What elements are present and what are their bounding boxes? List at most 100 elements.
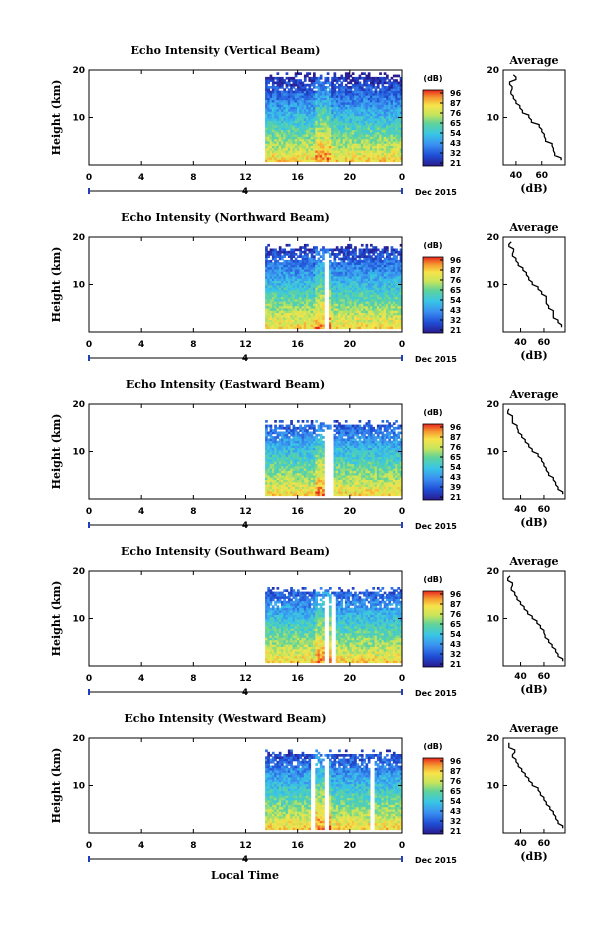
- heatmap-cells: [265, 243, 403, 330]
- heatmap-cell: [303, 122, 307, 126]
- heatmap-cell: [297, 125, 300, 128]
- heatmap-cell: [351, 104, 355, 108]
- heatmap-cell: [278, 324, 282, 327]
- heatmap-cell: [322, 308, 325, 311]
- heatmap-cell: [363, 257, 366, 261]
- heatmap-cell: [274, 314, 277, 318]
- heatmap-cell: [299, 95, 302, 98]
- heatmap-cell: [306, 150, 309, 153]
- heatmap-cell: [360, 326, 364, 330]
- heatmap-cell: [347, 326, 350, 330]
- heatmap-cell: [349, 317, 353, 320]
- heatmap-cell: [267, 445, 270, 448]
- heatmap-cell: [370, 303, 373, 307]
- heatmap-cell: [285, 303, 289, 307]
- heatmap-cell: [379, 88, 382, 91]
- heatmap-cell: [313, 86, 316, 89]
- heatmap-cell: [299, 88, 302, 91]
- heatmap-cell: [360, 276, 364, 279]
- heatmap-cell: [335, 280, 339, 284]
- heatmap-cell: [301, 429, 305, 432]
- heatmap-cell: [299, 305, 302, 309]
- heatmap-cell: [299, 111, 302, 114]
- heatmap-cell: [315, 118, 318, 121]
- heatmap-cell: [294, 113, 298, 117]
- heatmap-cell: [351, 298, 355, 302]
- heatmap-cell: [388, 285, 391, 288]
- heatmap-cell: [383, 136, 387, 140]
- heatmap-cell: [392, 273, 396, 277]
- heatmap-cell: [370, 111, 373, 114]
- heatmap-cell: [292, 310, 296, 313]
- heatmap-cell: [340, 138, 344, 142]
- heatmap-cell: [290, 305, 293, 309]
- heatmap-cell: [329, 278, 332, 281]
- heatmap-cell: [397, 81, 401, 85]
- heatmap-cell: [276, 488, 280, 492]
- average-x-tick-label: 60: [538, 338, 551, 348]
- heatmap-cell: [287, 285, 291, 288]
- heatmap-cell: [276, 131, 280, 135]
- heatmap-cell: [367, 111, 371, 114]
- heatmap-cell: [292, 280, 296, 284]
- heatmap-cell: [265, 150, 268, 153]
- heatmap-cell: [356, 287, 360, 291]
- heatmap-cell: [395, 97, 398, 101]
- heatmap-cell: [399, 271, 403, 275]
- heatmap-cell: [265, 109, 268, 112]
- heatmap-cell: [278, 141, 282, 144]
- heatmap-cell: [379, 159, 382, 163]
- heatmap-cell: [303, 248, 307, 252]
- heatmap-cell: [370, 97, 373, 101]
- heatmap-cell: [370, 324, 373, 327]
- heatmap-cell: [283, 479, 286, 483]
- heatmap-cell: [294, 143, 298, 146]
- heatmap-cell: [392, 97, 396, 101]
- heatmap-cell: [265, 301, 268, 304]
- heatmap-cell: [292, 115, 296, 119]
- heatmap-cell: [383, 81, 387, 85]
- heatmap-cell: [310, 443, 314, 446]
- heatmap-cell: [326, 115, 330, 119]
- heatmap-cell: [315, 312, 318, 316]
- heatmap-cell: [294, 95, 298, 98]
- heatmap-cell: [310, 475, 314, 478]
- heatmap-cell: [269, 129, 273, 133]
- heatmap-cell: [265, 120, 268, 124]
- heatmap-cell: [301, 321, 305, 325]
- heatmap-cell: [274, 248, 277, 252]
- heatmap-cell: [338, 136, 341, 140]
- heatmap-cell: [365, 298, 369, 302]
- heatmap-cell: [274, 273, 277, 277]
- heatmap-cell: [367, 319, 371, 323]
- heatmap-cell: [358, 106, 362, 110]
- heatmap-cell: [342, 282, 346, 286]
- heatmap-cell: [271, 436, 275, 439]
- heatmap-cell: [335, 150, 339, 153]
- heatmap-cell: [340, 271, 344, 275]
- heatmap-cell: [281, 159, 284, 163]
- heatmap-cell: [299, 129, 302, 133]
- average-x-tick-label: 60: [535, 171, 548, 181]
- heatmap-cell: [310, 248, 314, 252]
- heatmap-cell: [390, 314, 394, 318]
- heatmap-cell: [315, 97, 318, 101]
- heatmap-cell: [265, 429, 268, 432]
- heatmap-cell: [308, 79, 312, 82]
- heatmap-cell: [397, 106, 401, 110]
- heatmap-cell: [351, 314, 355, 318]
- heatmap-cell: [392, 115, 396, 119]
- heatmap-cell: [395, 257, 398, 261]
- heatmap-cell: [379, 266, 382, 270]
- heatmap-cell: [310, 269, 314, 272]
- heatmap-cell: [308, 109, 312, 112]
- heatmap-cell: [388, 125, 391, 128]
- heatmap-cell: [278, 145, 282, 149]
- heatmap-cell: [342, 102, 346, 105]
- heatmap-cell: [331, 157, 334, 160]
- heatmap-cell: [322, 115, 325, 119]
- heatmap-cell: [392, 259, 396, 263]
- heatmap-cell: [281, 92, 284, 96]
- heatmap-cell: [381, 324, 385, 327]
- heatmap-cell: [269, 436, 273, 439]
